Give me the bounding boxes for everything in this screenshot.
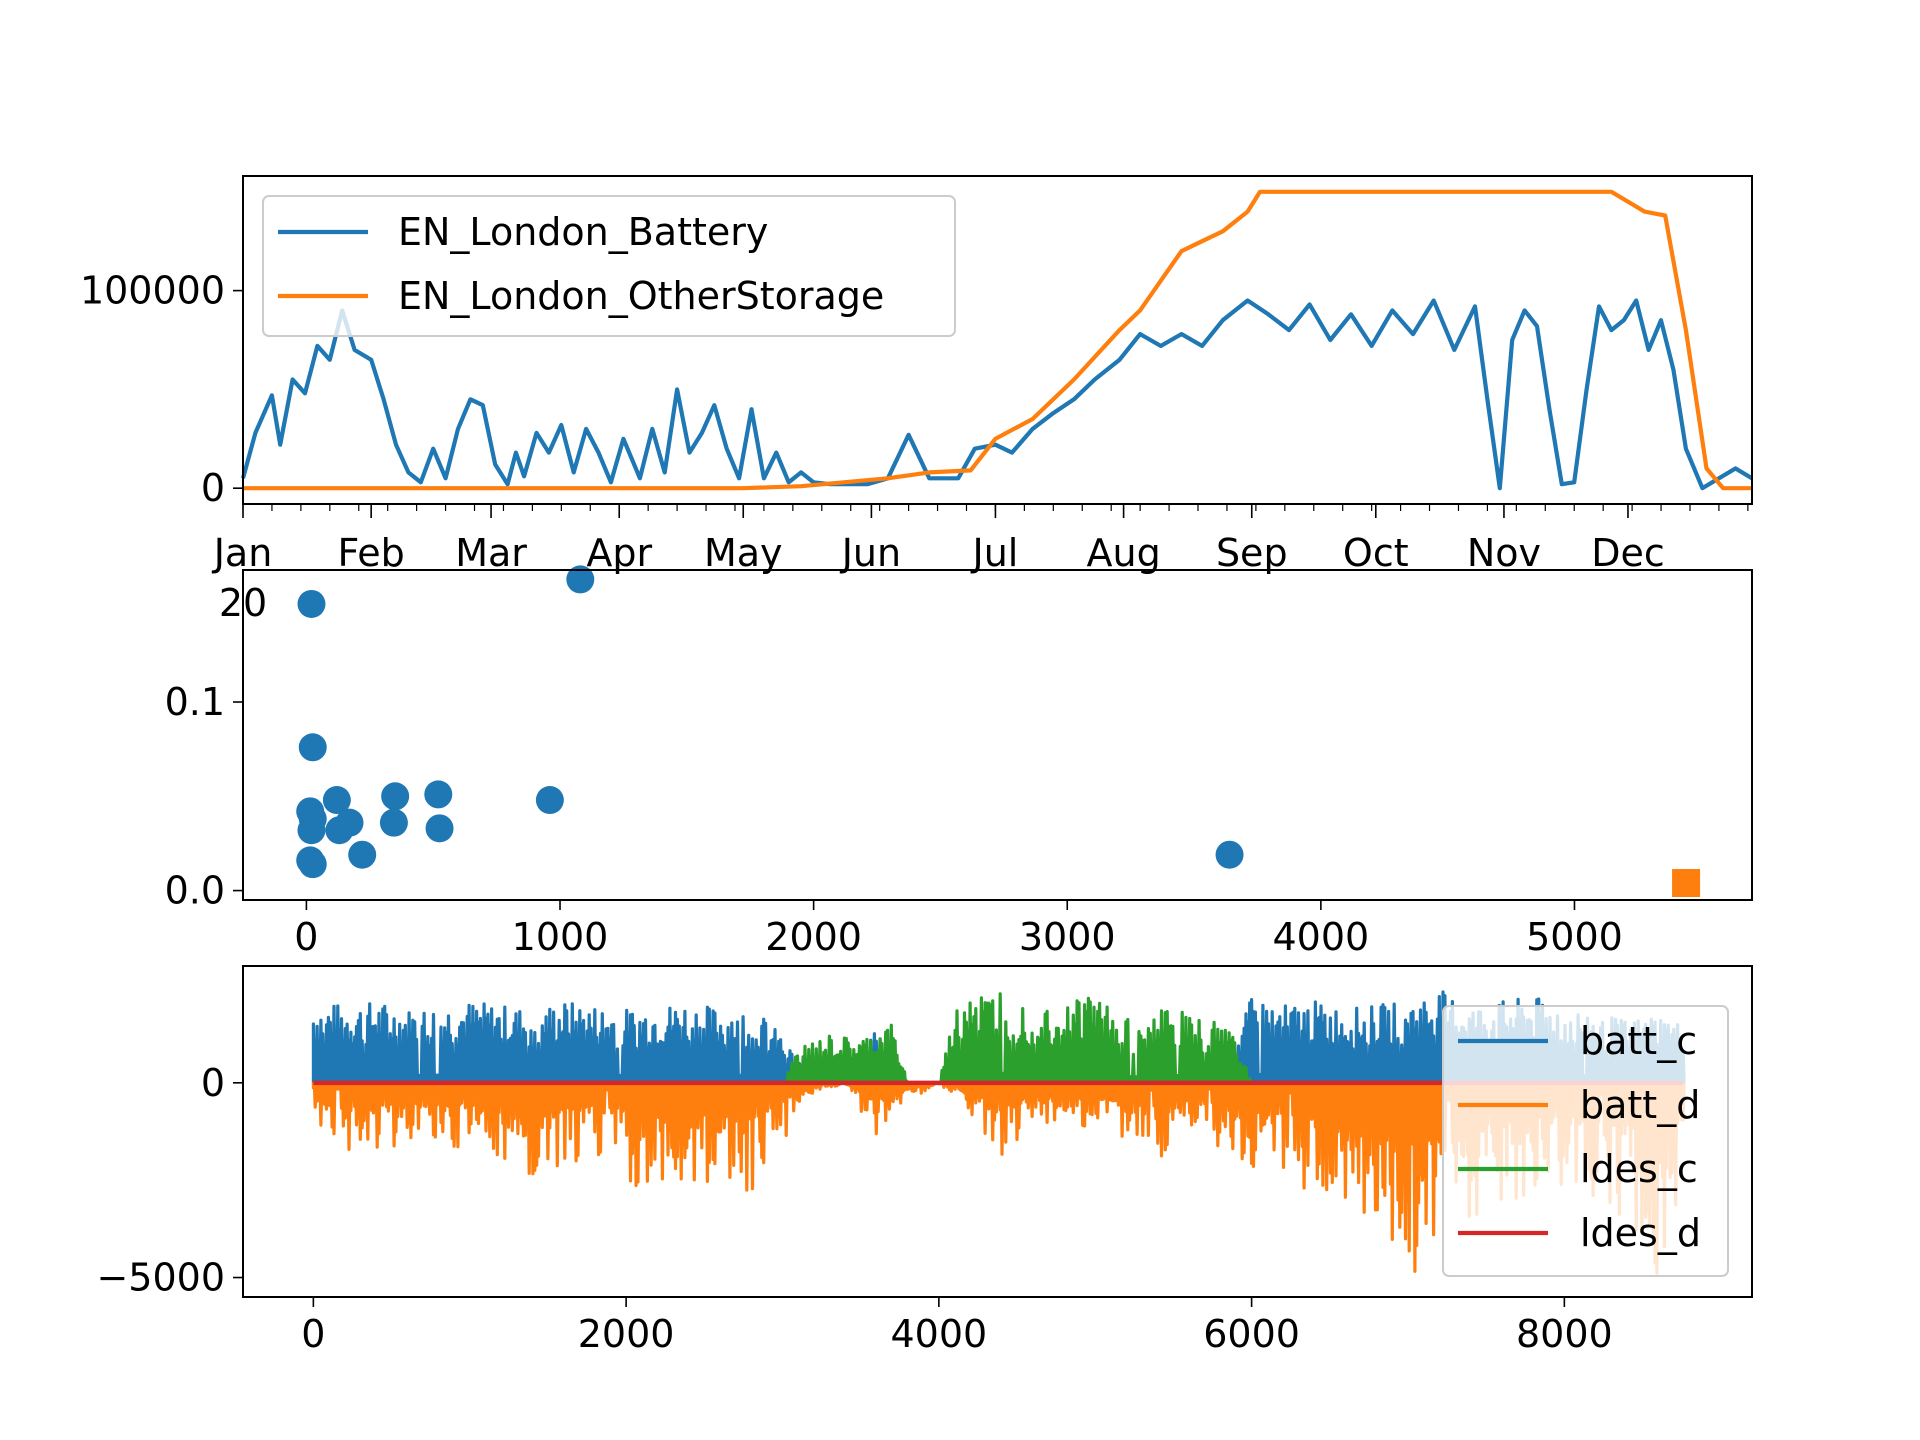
y-tick-label: 0.1 (165, 680, 225, 724)
legend-entry: ldes_c (1580, 1147, 1698, 1191)
legend-entry: EN_London_Battery (398, 210, 768, 254)
x-tick-label: Jul (971, 531, 1019, 575)
legend-entry: EN_London_OtherStorage (398, 274, 884, 318)
x-tick-label: Dec (1591, 531, 1665, 575)
legend-entry: batt_d (1580, 1083, 1700, 1127)
legend-box (262, 195, 956, 337)
scatter-point (566, 565, 595, 594)
x-tick-label: Jan (212, 531, 273, 575)
x-tick-label: 5000 (1526, 915, 1623, 959)
battery-storage-panel: 0 100000 Jan Feb Mar Apr May Jun Jul Aug Sep Oct Nov… (80, 175, 1754, 625)
scatter-point (348, 840, 377, 869)
series-line-en-london-otherstorage (243, 189, 1752, 491)
x-tick-label: May (704, 531, 783, 575)
legend-box (1442, 1005, 1729, 1277)
plot-frame (242, 569, 1753, 901)
y-tick-label: 0.0 (165, 869, 225, 913)
scatter-point (335, 808, 364, 837)
scatter-point (297, 589, 326, 618)
x-tick-label: Sep (1216, 531, 1288, 575)
x-tick-label: 4000 (891, 1312, 988, 1356)
scatter-point (425, 814, 454, 843)
x-tick-label: Mar (455, 531, 527, 575)
dispatch-panel: 0 2000 4000 6000 8000 −5000 0 batt_c batt_d ldes_… (96, 965, 1753, 1356)
x-tick-label: 0 (301, 1312, 325, 1356)
x-tick-label: 2000 (578, 1312, 675, 1356)
x-tick-label: Aug (1086, 531, 1160, 575)
y-tick-label: 100000 (80, 269, 225, 313)
x-tick-label: 8000 (1516, 1312, 1613, 1356)
plot-frame (242, 965, 1753, 1298)
x-tick-label: 2000 (765, 915, 862, 959)
scatter-point (298, 850, 327, 879)
x-tick-label: 1000 (512, 915, 609, 959)
plot-frame (242, 175, 1753, 505)
y-tick-label: 0 (201, 466, 225, 510)
x-tick-label: Nov (1467, 531, 1541, 575)
legend-entry: ldes_d (1580, 1211, 1701, 1255)
scatter-point (424, 780, 453, 809)
x-tick-label: 6000 (1203, 1312, 1300, 1356)
x-tick-label: Jun (840, 531, 901, 575)
y-tick-label: −5000 (96, 1256, 225, 1300)
legend: EN_London_Battery EN_London_OtherStorage (262, 195, 956, 337)
scatter-point (298, 733, 327, 762)
scatter-panel: 0 1000 2000 3000 4000 5000 0.0 0.1 (165, 565, 1753, 959)
legend-entry: batt_c (1580, 1019, 1697, 1063)
x-tick-label: 0 (294, 915, 318, 959)
scatter-point (322, 786, 351, 815)
x-tick-label: 3000 (1019, 915, 1116, 959)
scatter-point (535, 786, 564, 815)
x-tick-label: Apr (586, 531, 652, 575)
x-tick-label: Oct (1343, 531, 1409, 575)
x-tick-label: Feb (338, 531, 405, 575)
scatter-point (297, 816, 326, 845)
legend: batt_c batt_d ldes_c ldes_d (1442, 1005, 1729, 1277)
x-tick-label: 4000 (1272, 915, 1369, 959)
y-tick-label: 0 (201, 1061, 225, 1105)
scatter-point (379, 808, 408, 837)
scatter-point (1215, 840, 1244, 869)
scatter-square-point (1672, 869, 1701, 898)
scatter-point (381, 782, 410, 811)
